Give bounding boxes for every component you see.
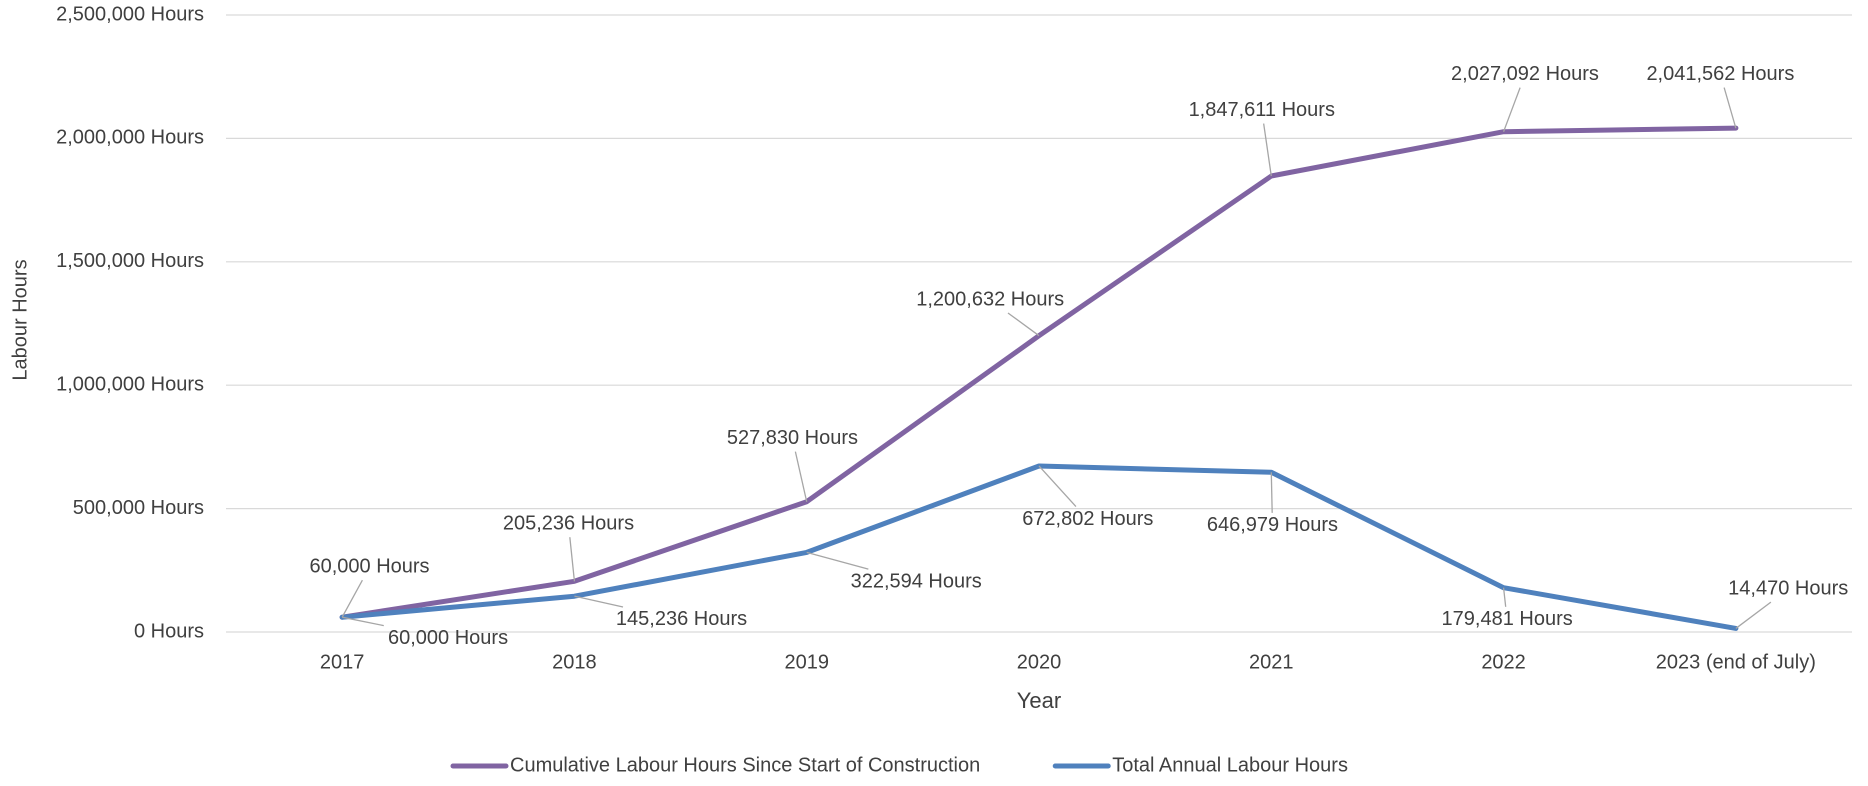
leader-line bbox=[1502, 87, 1521, 132]
y-tick-label: 500,000 Hours bbox=[73, 497, 204, 519]
legend-label: Cumulative Labour Hours Since Start of C… bbox=[510, 754, 980, 776]
y-tick-label: 2,000,000 Hours bbox=[56, 127, 204, 149]
x-tick-label: 2019 bbox=[784, 651, 829, 673]
leader-line bbox=[806, 551, 869, 570]
data-label: 2,041,562 Hours bbox=[1646, 63, 1794, 85]
leader-line bbox=[794, 451, 808, 502]
leader-line bbox=[574, 595, 624, 608]
leader-line bbox=[342, 616, 384, 627]
x-tick-label: 2017 bbox=[320, 651, 365, 673]
series-line bbox=[339, 125, 1739, 620]
x-tick-label: 2018 bbox=[552, 651, 597, 673]
data-label: 145,236 Hours bbox=[616, 608, 747, 630]
y-axis-title: Labour Hours bbox=[9, 259, 31, 380]
data-label: 646,979 Hours bbox=[1207, 514, 1338, 536]
data-label: 60,000 Hours bbox=[388, 627, 508, 649]
y-tick-label: 2,500,000 Hours bbox=[56, 3, 204, 25]
leader-line bbox=[1038, 465, 1077, 507]
leader-line bbox=[1502, 587, 1507, 607]
data-label: 205,236 Hours bbox=[503, 513, 634, 535]
data-label: 672,802 Hours bbox=[1022, 508, 1153, 530]
leader-line bbox=[1723, 87, 1737, 129]
leader-line bbox=[1735, 601, 1772, 629]
series-line bbox=[339, 463, 1739, 631]
leader-line bbox=[341, 579, 363, 618]
leader-line bbox=[1007, 312, 1040, 337]
x-axis-title: Year bbox=[1017, 688, 1061, 713]
y-tick-label: 1,500,000 Hours bbox=[56, 250, 204, 272]
data-label: 322,594 Hours bbox=[851, 570, 982, 592]
x-tick-label: 2020 bbox=[1017, 651, 1062, 673]
data-label: 60,000 Hours bbox=[309, 555, 429, 577]
leader-line bbox=[1270, 472, 1273, 513]
data-label: 1,847,611 Hours bbox=[1189, 99, 1335, 121]
legend-label: Total Annual Labour Hours bbox=[1112, 754, 1348, 776]
leader-line bbox=[569, 537, 576, 582]
data-label: 527,830 Hours bbox=[727, 427, 858, 449]
y-tick-label: 0 Hours bbox=[134, 620, 204, 642]
data-label: 2,027,092 Hours bbox=[1451, 63, 1599, 85]
x-tick-label: 2023 (end of July) bbox=[1656, 651, 1816, 673]
data-label: 1,200,632 Hours bbox=[916, 288, 1064, 310]
leader-line bbox=[1263, 123, 1272, 177]
data-label: 179,481 Hours bbox=[1442, 608, 1573, 630]
data-label: 14,470 Hours bbox=[1728, 577, 1848, 599]
y-tick-label: 1,000,000 Hours bbox=[56, 373, 204, 395]
x-tick-label: 2021 bbox=[1249, 651, 1294, 673]
x-tick-label: 2022 bbox=[1481, 651, 1526, 673]
